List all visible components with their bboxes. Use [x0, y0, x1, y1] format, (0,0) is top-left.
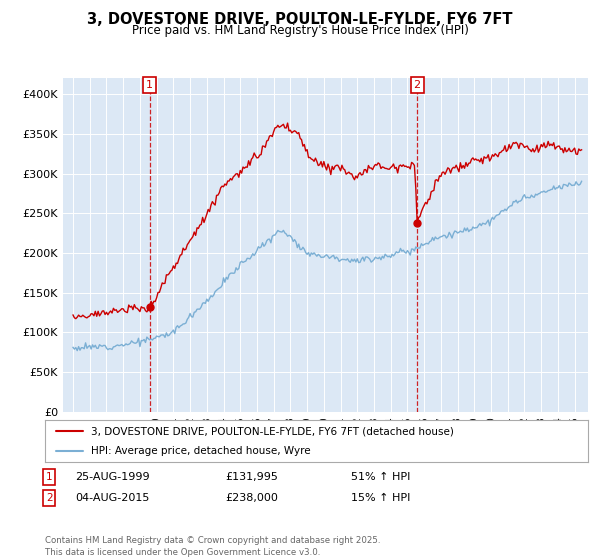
Text: £131,995: £131,995	[225, 472, 278, 482]
Text: 2: 2	[46, 493, 53, 503]
Text: 15% ↑ HPI: 15% ↑ HPI	[351, 493, 410, 503]
Text: £238,000: £238,000	[225, 493, 278, 503]
Text: 1: 1	[46, 472, 53, 482]
Text: 2: 2	[413, 80, 421, 90]
Text: 25-AUG-1999: 25-AUG-1999	[75, 472, 149, 482]
Text: HPI: Average price, detached house, Wyre: HPI: Average price, detached house, Wyre	[91, 446, 311, 456]
Text: Contains HM Land Registry data © Crown copyright and database right 2025.
This d: Contains HM Land Registry data © Crown c…	[45, 536, 380, 557]
Text: 51% ↑ HPI: 51% ↑ HPI	[351, 472, 410, 482]
Text: 04-AUG-2015: 04-AUG-2015	[75, 493, 149, 503]
Text: 3, DOVESTONE DRIVE, POULTON-LE-FYLDE, FY6 7FT: 3, DOVESTONE DRIVE, POULTON-LE-FYLDE, FY…	[87, 12, 513, 27]
Text: 1: 1	[146, 80, 153, 90]
Text: Price paid vs. HM Land Registry's House Price Index (HPI): Price paid vs. HM Land Registry's House …	[131, 24, 469, 36]
Text: 3, DOVESTONE DRIVE, POULTON-LE-FYLDE, FY6 7FT (detached house): 3, DOVESTONE DRIVE, POULTON-LE-FYLDE, FY…	[91, 426, 454, 436]
